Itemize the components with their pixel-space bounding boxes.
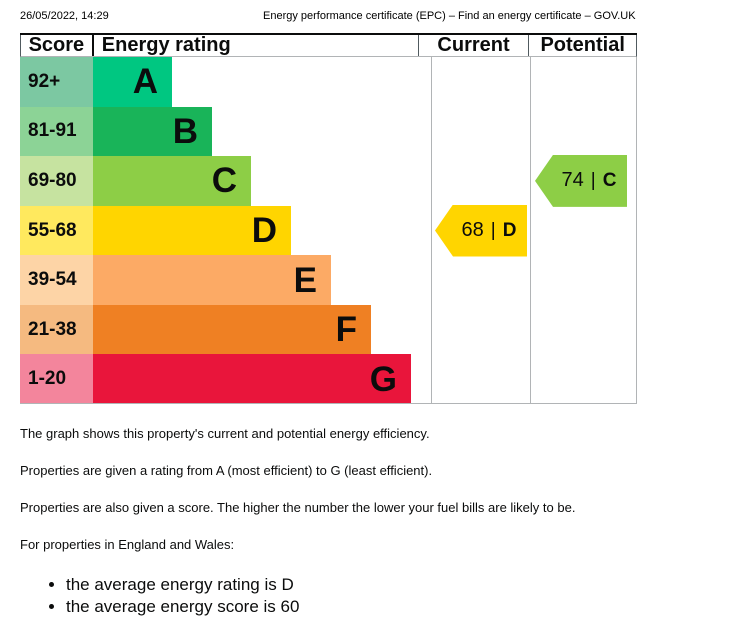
note-paragraph: Properties are given a rating from A (mo… [20,463,433,478]
band-bar: C [93,156,251,206]
band-score-cell: 92+ [20,57,93,107]
column-divider-potential-left [530,57,531,404]
note-paragraph: Properties are also given a score. The h… [20,500,576,515]
chart-bottom-border [20,403,637,404]
potential-separator: | [590,169,596,191]
potential-rating-letter: C [602,169,617,191]
band-score-cell: 69-80 [20,156,93,206]
band-letter: D [251,211,277,251]
note-bullet: the average energy score is 60 [66,596,720,618]
band-score-range: 55-68 [28,219,77,241]
header-energy-rating: Energy rating [94,35,419,56]
band-score-range: 92+ [28,70,61,92]
band-bar: A [93,57,172,107]
current-score-value: 68 [461,219,484,241]
chart-header-row: Score Energy rating Current Potential [20,35,637,57]
band-score-cell: 1-20 [20,354,93,405]
print-page-title: Energy performance certificate (EPC) – F… [263,10,636,22]
band-row: 92+ A [20,57,431,107]
band-row: 81-91 B [20,106,431,157]
band-score-cell: 39-54 [20,255,93,305]
band-score-range: 69-80 [28,169,77,191]
column-divider-right-edge [636,57,637,404]
note-bullet: the average energy rating is D [66,574,720,596]
band-letter: C [211,161,237,201]
band-score-range: 21-38 [28,318,77,340]
note-paragraph: The graph shows this property's current … [20,426,430,441]
note-paragraph: For properties in England and Wales: [20,537,235,552]
print-datetime: 26/05/2022, 14:29 [20,10,109,22]
explanatory-notes: The graph shows this property's current … [20,426,720,618]
print-header: 26/05/2022, 14:29 Energy performance cer… [0,10,741,24]
band-letter: G [369,359,397,399]
band-score-cell: 21-38 [20,304,93,355]
band-score-cell: 81-91 [20,106,93,157]
potential-rating-indicator-arrow: 74 | C [535,154,627,207]
band-score-range: 81-91 [28,120,77,142]
header-potential: Potential [540,35,625,56]
band-row: 21-38 F [20,304,431,355]
current-separator: | [490,219,496,241]
potential-score-value: 74 [561,169,584,192]
band-bar: D [93,205,291,256]
band-row: 69-80 C [20,156,431,206]
band-letter: B [172,111,198,151]
band-rows: 92+ A 81-91 B 69-80 C 55-68 D 39-54 E [20,57,431,405]
band-score-range: 1-20 [28,368,67,390]
notes-paragraphs: The graph shows this property's current … [20,426,720,552]
band-letter: E [293,260,317,300]
notes-bullet-list: the average energy rating is Dthe averag… [48,574,720,618]
band-bar: E [93,255,331,305]
header-current: Current [419,35,530,56]
band-letter: A [132,62,158,102]
band-letter: F [335,310,357,350]
epc-rating-chart: Score Energy rating Current Potential 92… [20,33,637,405]
band-row: 39-54 E [20,255,431,305]
band-bar: B [93,106,212,157]
column-divider-current-left [431,57,432,404]
current-rating-indicator-arrow: 68 | D [435,204,527,257]
band-row: 55-68 D [20,205,431,256]
header-score: Score [21,35,94,56]
band-score-cell: 55-68 [20,205,93,256]
epc-chart-body: 92+ A 81-91 B 69-80 C 55-68 D 39-54 E [20,57,637,405]
band-score-range: 39-54 [28,269,77,291]
band-bar: F [93,304,371,355]
current-rating-letter: D [502,219,517,241]
band-row: 1-20 G [20,354,431,405]
band-bar: G [93,354,411,405]
